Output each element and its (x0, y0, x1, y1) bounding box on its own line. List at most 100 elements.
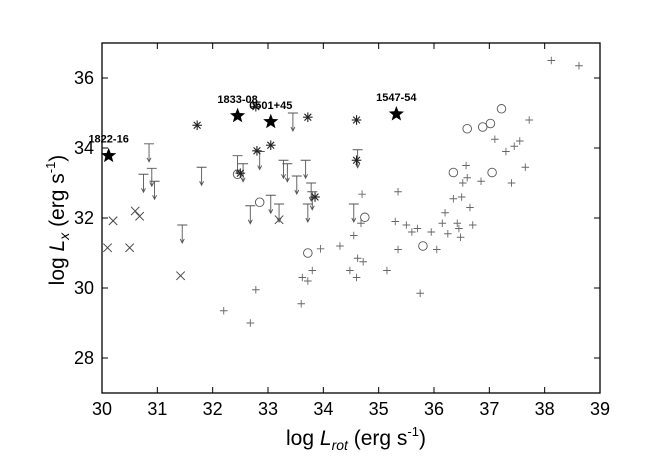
plus-point (455, 224, 463, 233)
plus-point (316, 245, 325, 253)
y-axis-label: log Lx (erg s-1) (43, 155, 72, 286)
star-point (101, 147, 117, 163)
x-point (130, 206, 140, 216)
x-tick-label: 31 (147, 399, 167, 419)
plus-point (521, 163, 530, 172)
plus-point (449, 194, 458, 203)
upper-limit-point (138, 173, 149, 194)
upper-limit-point (149, 180, 160, 201)
plus-point (453, 219, 462, 228)
asterisk-point (351, 155, 362, 166)
upper-limit-point (302, 203, 313, 224)
asterisk-point (192, 120, 202, 131)
x-point (108, 216, 118, 226)
asterisk-point (265, 140, 276, 150)
upper-limit-point (245, 205, 256, 225)
plus-point (457, 193, 466, 201)
upper-limit-point (278, 159, 289, 180)
circle-point (477, 122, 488, 132)
x-tick-label: 38 (535, 399, 555, 419)
plus-point (252, 285, 260, 294)
plus-point (298, 273, 307, 282)
plus-point (352, 273, 361, 282)
plus-point (349, 231, 358, 240)
plus-point (427, 228, 436, 236)
circle-point (303, 248, 313, 258)
tick-labels: 30 31 32 33 34 35 36 37 38 39 28 30 32 34 36 (74, 68, 610, 419)
plus-point (462, 161, 470, 170)
plus-point (402, 221, 411, 229)
x-tick-label: 37 (479, 399, 499, 419)
upper-limit-point (177, 224, 188, 245)
point-annotation: 1547-54 (376, 92, 417, 104)
plus-point (525, 116, 533, 124)
asterisk-point (310, 192, 320, 202)
plus-point (463, 173, 471, 182)
circle-point (485, 118, 496, 129)
star-point (263, 113, 279, 129)
upper-limit-point (196, 166, 207, 187)
star-point (229, 107, 246, 123)
circle-point (360, 212, 370, 223)
x-tick-label: 32 (203, 399, 223, 419)
upper-limit-point (348, 203, 359, 224)
plus-point (391, 217, 400, 226)
plus-point (547, 56, 556, 65)
asterisk-point (252, 146, 262, 156)
plus-point (304, 277, 312, 285)
y-tick-label: 36 (74, 68, 94, 88)
plus-point (394, 187, 402, 196)
upper-limit-point (265, 194, 276, 215)
plus-point (359, 257, 367, 266)
plus-point (507, 179, 516, 187)
x-point (176, 271, 186, 281)
point-annotation: 0501+45 (249, 100, 292, 112)
plus-point (466, 203, 474, 212)
upper-limit-point (282, 163, 293, 183)
circle-point (448, 167, 459, 178)
plus-point (456, 233, 465, 242)
plus-point (510, 142, 519, 151)
plus-point (438, 219, 447, 228)
upper-limit-point (287, 112, 298, 133)
data-marks (101, 56, 583, 327)
plus-point (432, 245, 441, 254)
plus-point (575, 61, 583, 70)
circle-point (462, 123, 472, 134)
x-tick-label: 35 (369, 399, 389, 419)
circle-point (254, 197, 265, 207)
asterisk-point (251, 101, 261, 112)
y-tick-label: 28 (74, 348, 94, 368)
point-annotation: 1833-08 (217, 94, 257, 106)
plus-point (413, 224, 422, 233)
x-tick-label: 36 (424, 399, 444, 419)
upper-limit-point (300, 159, 311, 180)
x-tick-label: 30 (92, 399, 112, 419)
plus-point (383, 266, 391, 275)
plus-point (458, 179, 467, 187)
x-point (125, 243, 135, 253)
plus-point (491, 135, 499, 144)
circle-point (418, 241, 428, 251)
plus-point (346, 266, 354, 275)
upper-limit-point (144, 143, 155, 163)
plus-point (353, 254, 362, 263)
x-tick-label: 34 (313, 399, 333, 419)
axes (101, 42, 601, 394)
asterisk-point (351, 115, 362, 125)
plus-point (408, 228, 416, 236)
plus-point (468, 221, 477, 229)
plus-point (297, 299, 305, 308)
plus-point (502, 147, 510, 156)
x-point (135, 211, 145, 221)
plus-point (308, 266, 317, 275)
x-tick-label: 39 (590, 399, 610, 419)
y-tick-label: 30 (74, 278, 94, 298)
plus-point (394, 245, 402, 254)
asterisk-point (303, 112, 313, 122)
x-tick-label: 33 (258, 399, 278, 419)
point-annotation: 1822-16 (88, 134, 128, 146)
plus-point (515, 137, 524, 145)
